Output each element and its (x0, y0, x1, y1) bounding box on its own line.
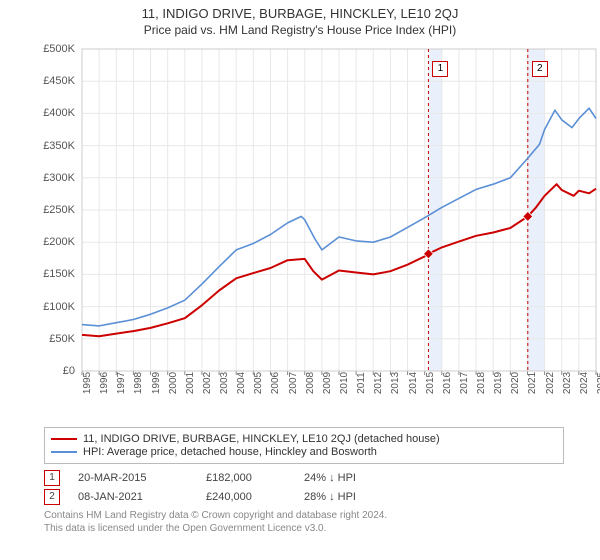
x-tick-label: 2007 (288, 372, 299, 394)
x-tick-label: 2004 (236, 372, 247, 394)
x-tick-label: 2022 (545, 372, 556, 394)
sale-marker-label: 2 (532, 61, 548, 77)
x-tick-label: 1997 (116, 372, 127, 394)
x-tick-label: 2010 (339, 372, 350, 394)
sales-table: 1 20-MAR-2015 £182,000 24% ↓ HPI 2 08-JA… (44, 470, 600, 505)
x-tick-label: 2016 (442, 372, 453, 394)
x-tick-label: 2025 (596, 372, 600, 394)
x-tick-label: 2019 (493, 372, 504, 394)
legend-swatch-property (51, 438, 77, 440)
sale-delta: 24% ↓ HPI (304, 472, 414, 484)
y-tick-label: £400K (43, 107, 75, 119)
x-tick-label: 2009 (322, 372, 333, 394)
y-tick-label: £150K (43, 268, 75, 280)
page-title: 11, INDIGO DRIVE, BURBAGE, HINCKLEY, LE1… (0, 6, 600, 21)
sale-delta: 28% ↓ HPI (304, 491, 414, 503)
y-tick-label: £250K (43, 204, 75, 216)
x-tick-label: 1998 (133, 372, 144, 394)
sales-row: 1 20-MAR-2015 £182,000 24% ↓ HPI (44, 470, 600, 486)
footer-line1: Contains HM Land Registry data © Crown c… (44, 509, 600, 522)
x-tick-label: 2012 (373, 372, 384, 394)
x-tick-label: 2014 (408, 372, 419, 394)
y-tick-label: £50K (49, 333, 75, 345)
x-tick-label: 2008 (305, 372, 316, 394)
x-tick-label: 2005 (253, 372, 264, 394)
y-tick-label: £200K (43, 236, 75, 248)
legend-row-property: 11, INDIGO DRIVE, BURBAGE, HINCKLEY, LE1… (51, 433, 557, 445)
sale-index-box: 1 (44, 470, 60, 486)
y-tick-label: £350K (43, 140, 75, 152)
footer-line2: This data is licensed under the Open Gov… (44, 522, 600, 535)
legend-swatch-hpi (51, 451, 77, 453)
x-tick-label: 1996 (99, 372, 110, 394)
x-tick-label: 2000 (168, 372, 179, 394)
x-tick-label: 2003 (219, 372, 230, 394)
legend: 11, INDIGO DRIVE, BURBAGE, HINCKLEY, LE1… (44, 427, 564, 464)
x-tick-label: 2018 (476, 372, 487, 394)
y-tick-label: £100K (43, 301, 75, 313)
y-tick-label: £0 (63, 365, 75, 377)
x-tick-label: 2001 (185, 372, 196, 394)
x-tick-label: 2021 (527, 372, 538, 394)
legend-label-hpi: HPI: Average price, detached house, Hinc… (83, 446, 377, 458)
legend-label-property: 11, INDIGO DRIVE, BURBAGE, HINCKLEY, LE1… (83, 433, 440, 445)
x-tick-label: 1995 (82, 372, 93, 394)
chart-area: £0 £50K £100K £150K £200K £250K £300K £350K £400… (40, 41, 600, 421)
x-tick-label: 2017 (459, 372, 470, 394)
legend-row-hpi: HPI: Average price, detached house, Hinc… (51, 446, 557, 458)
price-chart (40, 41, 600, 421)
y-tick-label: £500K (43, 43, 75, 55)
x-tick-label: 2023 (562, 372, 573, 394)
y-tick-label: £450K (43, 75, 75, 87)
x-tick-label: 2011 (356, 372, 367, 394)
sale-date: 20-MAR-2015 (78, 472, 188, 484)
y-tick-label: £300K (43, 172, 75, 184)
x-tick-label: 2013 (390, 372, 401, 394)
page: 11, INDIGO DRIVE, BURBAGE, HINCKLEY, LE1… (0, 6, 600, 560)
sale-price: £240,000 (206, 491, 286, 503)
page-subtitle: Price paid vs. HM Land Registry's House … (0, 23, 600, 37)
x-tick-label: 2015 (425, 372, 436, 394)
x-tick-label: 2006 (270, 372, 281, 394)
x-tick-label: 2024 (579, 372, 590, 394)
sale-price: £182,000 (206, 472, 286, 484)
sale-date: 08-JAN-2021 (78, 491, 188, 503)
footer: Contains HM Land Registry data © Crown c… (44, 509, 600, 535)
x-tick-label: 2020 (510, 372, 521, 394)
sale-index-box: 2 (44, 489, 60, 505)
x-tick-label: 2002 (202, 372, 213, 394)
x-tick-label: 1999 (151, 372, 162, 394)
sales-row: 2 08-JAN-2021 £240,000 28% ↓ HPI (44, 489, 600, 505)
sale-marker-label: 1 (432, 61, 448, 77)
